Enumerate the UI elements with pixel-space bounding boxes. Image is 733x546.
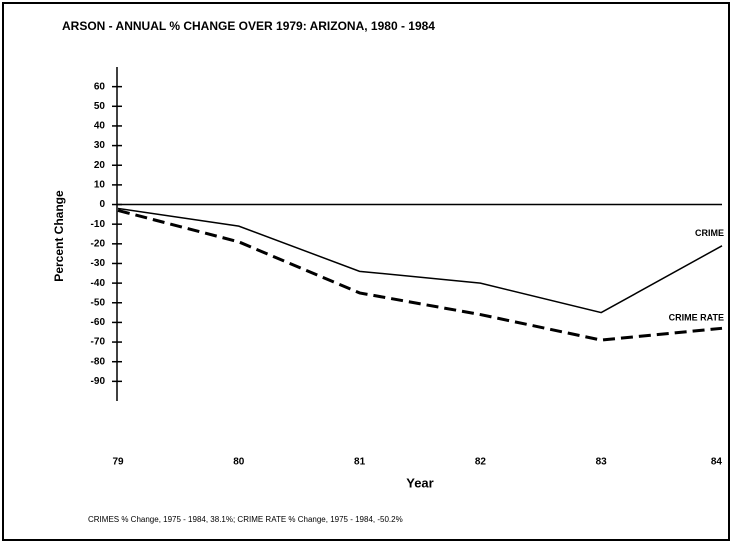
footnote: CRIMES % Change, 1975 - 1984, 38.1%; CRI… [88,515,403,524]
y-tick-label: 60 [94,81,106,92]
y-tick-label: -90 [91,376,106,387]
x-tick-label: 81 [354,457,366,468]
y-tick-label: -20 [91,238,106,249]
y-tick-label: 50 [94,101,106,112]
y-axis-label: Percent Change [52,190,66,282]
line [117,208,723,342]
series-label: CRIME [695,228,724,238]
y-tick-label: -60 [91,317,106,328]
line [117,207,723,314]
y-tick-label: -30 [91,258,106,269]
y-tick-label: 10 [94,180,106,191]
y-tick-label: 0 [99,199,105,210]
y-tick-label: 30 [94,140,106,151]
x-tick-label: 82 [475,457,487,468]
x-axis-label: Year [406,475,433,490]
y-tick-label: 40 [94,121,106,132]
series-label: CRIME RATE [669,313,724,323]
chart-title: ARSON - ANNUAL % CHANGE OVER 1979: ARIZO… [62,19,435,33]
y-tick-label: -80 [91,356,106,367]
x-tick-label: 83 [596,457,608,468]
y-tick-label: 20 [94,160,106,171]
x-tick-label: 84 [711,457,723,468]
y-tick-label: -40 [91,278,106,289]
x-tick-label: 79 [112,457,124,468]
y-tick-label: -70 [91,337,106,348]
x-tick-label: 80 [233,457,245,468]
y-tick-label: -50 [91,297,106,308]
y-tick-label: -10 [91,219,106,230]
